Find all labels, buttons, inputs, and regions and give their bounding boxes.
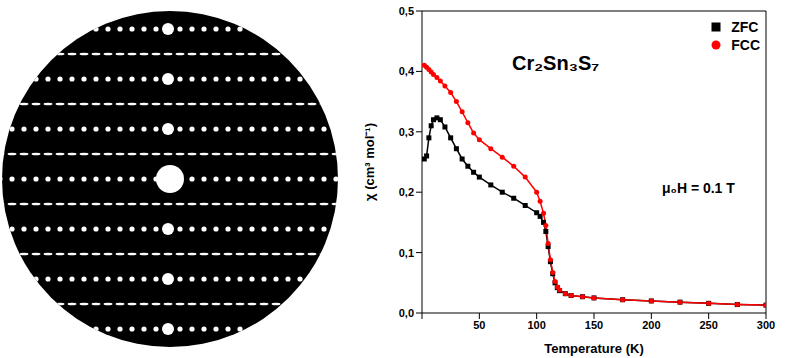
svg-text:χ (cm³ mol⁻¹): χ (cm³ mol⁻¹) bbox=[362, 123, 377, 201]
svg-text:50: 50 bbox=[473, 319, 485, 331]
svg-text:300: 300 bbox=[757, 319, 775, 331]
html-text:Cr₂Sn₃S₇: Cr₂Sn₃S₇ bbox=[512, 52, 600, 74]
svg-text:200: 200 bbox=[642, 319, 660, 331]
svg-text:150: 150 bbox=[585, 319, 603, 331]
svg-text:0,4: 0,4 bbox=[399, 65, 415, 77]
svg-text:100: 100 bbox=[527, 319, 545, 331]
svg-text:0,2: 0,2 bbox=[399, 186, 414, 198]
html-text:FCC: FCC bbox=[731, 37, 760, 53]
svg-text:Temperature (K): Temperature (K) bbox=[544, 341, 643, 356]
svg-text:0,3: 0,3 bbox=[399, 126, 414, 138]
svg-text:250: 250 bbox=[699, 319, 717, 331]
svg-text:0,1: 0,1 bbox=[399, 247, 414, 259]
html-text:ZFC: ZFC bbox=[731, 19, 759, 35]
html-text:μ₀H = 0.1 T: μ₀H = 0.1 T bbox=[662, 180, 735, 196]
svg-text:0,0: 0,0 bbox=[399, 307, 414, 319]
svg-text:0,5: 0,5 bbox=[399, 5, 414, 17]
